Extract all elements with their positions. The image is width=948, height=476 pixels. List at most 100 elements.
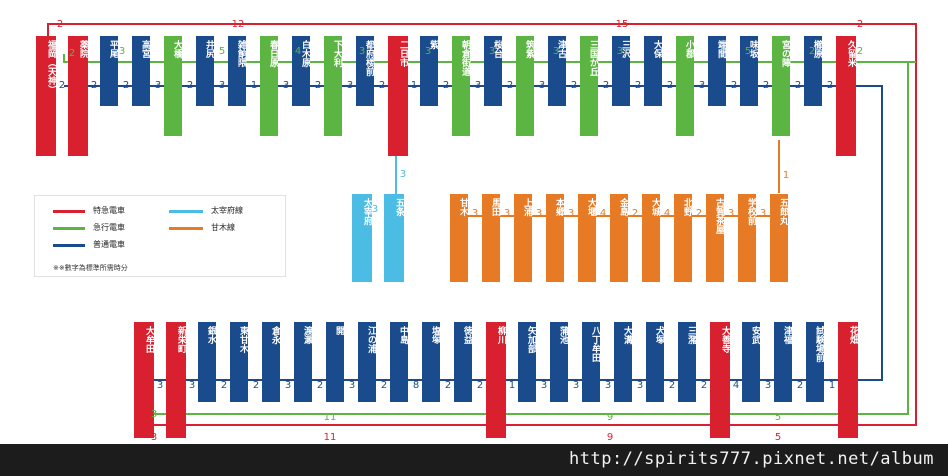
amagi-time-9: 3 <box>759 208 767 219</box>
bottom-local-time-15: 3 <box>636 380 644 391</box>
legend-note: ※※數字為標準所需時分 <box>53 264 128 272</box>
bottom-limited-time-1: 11 <box>323 432 337 443</box>
top-local-time-3: 3 <box>154 80 162 91</box>
amagi-time-5: 2 <box>631 208 639 219</box>
bottom-station-4: 倉永 <box>262 322 280 402</box>
dazaifu-station-1: 五条 <box>384 194 404 282</box>
top-station-15: 筑紫 <box>516 36 534 136</box>
top-local-time-16: 2 <box>570 80 578 91</box>
dazaifu-time-1: 3 <box>371 204 379 215</box>
bottom-station-17: 三潴 <box>678 322 696 402</box>
bottom-local-time-16: 2 <box>668 380 676 391</box>
top-station-20: 小郡 <box>676 36 694 136</box>
bottom-express-time-3: 5 <box>774 412 782 423</box>
bottom-station-0: 大牟田 <box>134 322 154 438</box>
top-station-18: 三沢 <box>612 36 630 106</box>
legend-dazaifu-label: 太宰府線 <box>211 206 243 215</box>
bottom-station-10: 徳益 <box>454 322 472 402</box>
bottom-local-time-6: 3 <box>348 380 356 391</box>
bottom-station-8: 中島 <box>390 322 408 402</box>
top-local-time-11: 1 <box>410 80 418 91</box>
amagi-station-4: 大堰 <box>578 194 596 282</box>
dazaifu-time-0: 3 <box>399 169 407 180</box>
top-station-21: 端間 <box>708 36 726 106</box>
watermark-text: http://spirits777.pixnet.net/album <box>569 449 934 469</box>
amagi-station-1: 馬田 <box>482 194 500 282</box>
bottom-limited-time-3: 5 <box>774 432 782 443</box>
top-station-5: 井尻 <box>196 36 214 106</box>
top-station-24: 櫛原 <box>804 36 822 106</box>
bottom-station-15: 大溝 <box>614 322 632 402</box>
top-express-time-0: 2 <box>68 48 76 59</box>
legend-dazaifu-line <box>169 210 203 213</box>
amagi-station-2: 上浦 <box>514 194 532 282</box>
limited-express-track <box>47 23 917 426</box>
top-station-0: 福岡（天神） <box>36 36 56 156</box>
top-express-time-2: 5 <box>218 46 226 57</box>
top-station-11: 二日市 <box>388 36 408 156</box>
legend-limited-line <box>53 210 85 213</box>
amagi-time-6: 4 <box>663 208 671 219</box>
bottom-local-time-1: 3 <box>188 380 196 391</box>
amagi-time-1: 3 <box>503 208 511 219</box>
top-local-time-6: 1 <box>250 80 258 91</box>
bottom-station-3: 東甘木 <box>230 322 248 402</box>
local-track <box>64 85 883 381</box>
bottom-local-time-18: 4 <box>732 380 740 391</box>
top-local-time-4: 2 <box>186 80 194 91</box>
top-express-time-6: 3 <box>488 46 496 57</box>
bottom-station-20: 津福 <box>774 322 792 402</box>
legend-local-line <box>53 244 85 247</box>
bottom-local-time-7: 2 <box>380 380 388 391</box>
amagi-time-2: 3 <box>535 208 543 219</box>
bottom-local-time-12: 3 <box>540 380 548 391</box>
top-local-time-10: 2 <box>378 80 386 91</box>
bottom-local-time-13: 3 <box>572 380 580 391</box>
bottom-local-time-5: 2 <box>316 380 324 391</box>
bottom-express-time-2: 9 <box>606 412 614 423</box>
bottom-local-time-9: 2 <box>444 380 452 391</box>
top-local-time-22: 2 <box>762 80 770 91</box>
top-station-14: 桜台 <box>484 36 502 106</box>
bottom-local-time-21: 1 <box>828 380 836 391</box>
top-station-8: 白木原 <box>292 36 310 106</box>
top-local-time-18: 2 <box>634 80 642 91</box>
bottom-express-time-1: 11 <box>323 412 337 423</box>
amagi-time-3: 3 <box>567 208 575 219</box>
legend-express-label: 急行電車 <box>93 223 125 232</box>
top-express-time-7: 3 <box>552 46 560 57</box>
amagi-time-0: 3 <box>471 208 479 219</box>
top-local-time-5: 3 <box>218 80 226 91</box>
legend-express-line <box>53 227 85 230</box>
top-station-16: 津古 <box>548 36 566 106</box>
top-local-time-15: 3 <box>538 80 546 91</box>
top-station-22: 味坂 <box>740 36 758 106</box>
top-local-time-21: 2 <box>730 80 738 91</box>
top-local-time-17: 2 <box>602 80 610 91</box>
top-station-1: 薬院 <box>68 36 88 156</box>
bottom-limited-time-0: 3 <box>150 432 158 443</box>
bottom-express-time-0: 3 <box>150 409 158 420</box>
bottom-local-time-8: 8 <box>412 380 420 391</box>
bottom-station-1: 新栄町 <box>166 322 186 438</box>
top-local-time-23: 2 <box>794 80 802 91</box>
bottom-local-time-19: 3 <box>764 380 772 391</box>
bottom-station-19: 安武 <box>742 322 760 402</box>
top-station-23: 宮の陣 <box>772 36 790 136</box>
top-station-4: 大橋 <box>164 36 182 136</box>
top-express-time-10: 5 <box>744 46 752 57</box>
amagi-station-0: 甘木 <box>450 194 468 282</box>
top-express-time-12: 2 <box>856 46 864 57</box>
amagi-time-8: 3 <box>727 208 735 219</box>
legend: 特急電車 急行電車 普通電車 太宰府線 甘木線 ※※數字為標準所需時分 <box>34 195 286 277</box>
top-express-time-5: 3 <box>424 46 432 57</box>
amagi-station-6: 大城 <box>642 194 660 282</box>
top-station-10: 都府楼前 <box>356 36 374 106</box>
express-track-south <box>848 62 909 415</box>
top-limited-time-1: 12 <box>231 19 245 30</box>
top-station-12: 紫 <box>420 36 438 106</box>
legend-amagi-line <box>169 227 203 230</box>
top-local-time-9: 3 <box>346 80 354 91</box>
top-local-time-1: 2 <box>90 80 98 91</box>
amagi-time-10: 1 <box>782 170 790 181</box>
